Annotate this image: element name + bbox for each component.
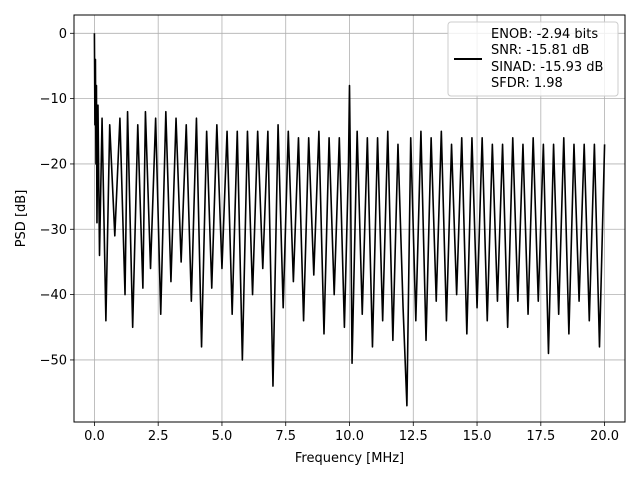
x-tick-label: 7.5 <box>275 429 296 444</box>
y-axis-title: PSD [dB] <box>14 190 29 248</box>
legend: ENOB: -2.94 bits SNR: -15.81 dB SINAD: -… <box>447 21 619 97</box>
y-tick-label: −40 <box>40 288 67 303</box>
x-axis-ticks: 0.0 2.5 5.0 7.5 10.0 12.5 15.0 17.5 20.0 <box>84 422 619 444</box>
x-tick-label: 10.0 <box>335 429 364 444</box>
legend-box <box>447 21 619 97</box>
legend-line-snr: SNR: -15.81 dB <box>491 43 589 58</box>
x-tick-label: 15.0 <box>463 429 492 444</box>
x-tick-label: 20.0 <box>590 429 619 444</box>
x-axis-title: Frequency [MHz] <box>295 451 404 466</box>
series-layer <box>93 33 606 407</box>
y-tick-label: −30 <box>40 223 67 238</box>
legend-line-enob: ENOB: -2.94 bits <box>491 27 598 42</box>
y-tick-label: 0 <box>59 27 67 42</box>
y-tick-label: −20 <box>40 157 67 172</box>
x-tick-label: 5.0 <box>212 429 233 444</box>
x-tick-label: 2.5 <box>148 429 169 444</box>
legend-line-sinad: SINAD: -15.93 dB <box>491 60 603 75</box>
x-tick-label: 17.5 <box>526 429 555 444</box>
x-tick-label: 0.0 <box>84 429 105 444</box>
y-tick-label: −10 <box>40 92 67 107</box>
y-tick-label: −50 <box>40 353 67 368</box>
legend-line-sfdr: SFDR: 1.98 <box>491 76 563 91</box>
y-axis-ticks: 0 −10 −20 −30 −40 −50 <box>40 27 74 368</box>
psd-series-line <box>93 33 606 407</box>
x-tick-label: 12.5 <box>399 429 428 444</box>
